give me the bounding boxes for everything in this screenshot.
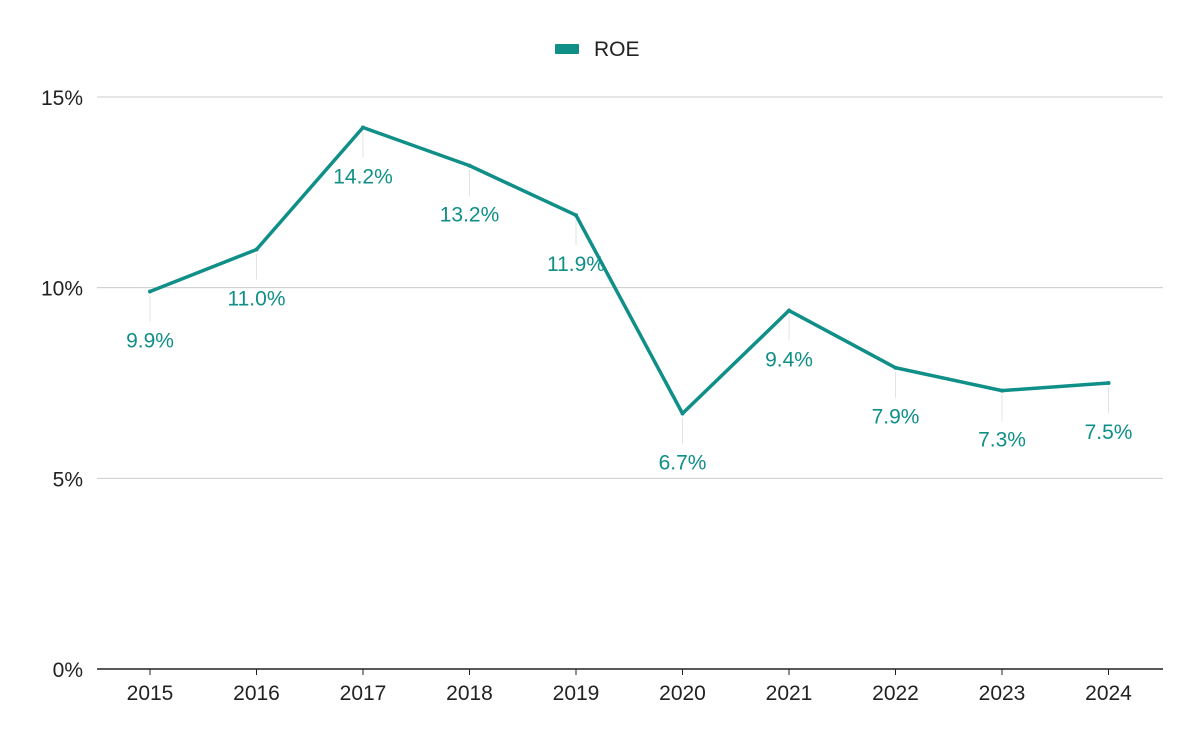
data-label-leaders bbox=[149, 131, 1109, 444]
x-tick-label-2023: 2023 bbox=[979, 682, 1026, 705]
data-point-2018 bbox=[467, 163, 472, 168]
x-tick-label-2019: 2019 bbox=[553, 682, 600, 705]
data-point-2016 bbox=[254, 247, 259, 252]
data-point-2021 bbox=[787, 308, 791, 313]
data-label-2016: 11.0% bbox=[228, 288, 286, 311]
data-label-2022: 7.9% bbox=[872, 406, 920, 429]
y-axis-tick-labels: 0% 5% 10% 15% bbox=[41, 87, 83, 682]
data-label-2023: 7.3% bbox=[978, 429, 1026, 452]
y-tick-label-0: 0% bbox=[53, 659, 83, 682]
data-label-2021: 9.4% bbox=[765, 349, 813, 372]
data-point-2024 bbox=[1106, 381, 1111, 385]
data-labels: 9.9% 11.0% 14.2% 13.2% 11.9% 6.7% 9.4% 7.9% 7.3%… bbox=[126, 166, 1132, 475]
legend-swatch-roe bbox=[555, 44, 579, 54]
data-label-2017: 14.2% bbox=[333, 166, 393, 189]
legend-label-roe: ROE bbox=[594, 38, 640, 61]
x-tick-label-2024: 2024 bbox=[1085, 682, 1132, 705]
y-tick-label-15: 15% bbox=[41, 87, 83, 110]
data-point-2019 bbox=[574, 213, 578, 218]
x-tick-label-2017: 2017 bbox=[340, 682, 387, 705]
x-tick-label-2022: 2022 bbox=[872, 682, 919, 705]
data-point-2017 bbox=[361, 125, 365, 130]
series-roe bbox=[148, 125, 1111, 416]
data-label-2018: 13.2% bbox=[440, 204, 500, 227]
data-label-2015: 9.9% bbox=[126, 329, 174, 352]
data-point-2022 bbox=[893, 365, 898, 370]
x-tick-label-2016: 2016 bbox=[233, 682, 280, 705]
y-tick-label-5: 5% bbox=[53, 468, 83, 491]
gridlines bbox=[97, 96, 1163, 670]
data-point-2023 bbox=[1000, 388, 1004, 393]
data-label-2020: 6.7% bbox=[659, 452, 707, 475]
x-tick-label-2015: 2015 bbox=[127, 682, 174, 705]
x-axis-tick-labels: 2015 2016 2017 2018 2019 2020 2021 2022 2023 2024 bbox=[127, 669, 1132, 705]
x-tick-label-2018: 2018 bbox=[446, 682, 493, 705]
legend: ROE bbox=[555, 38, 640, 61]
data-label-2024: 7.5% bbox=[1085, 421, 1133, 444]
data-point-2020 bbox=[680, 411, 685, 416]
series-line-roe bbox=[148, 125, 1111, 416]
data-label-2019: 11.9% bbox=[547, 253, 605, 276]
y-tick-label-10: 10% bbox=[41, 278, 83, 301]
data-point-2015 bbox=[148, 289, 152, 294]
x-tick-label-2021: 2021 bbox=[766, 682, 813, 705]
x-tick-label-2020: 2020 bbox=[659, 682, 706, 705]
